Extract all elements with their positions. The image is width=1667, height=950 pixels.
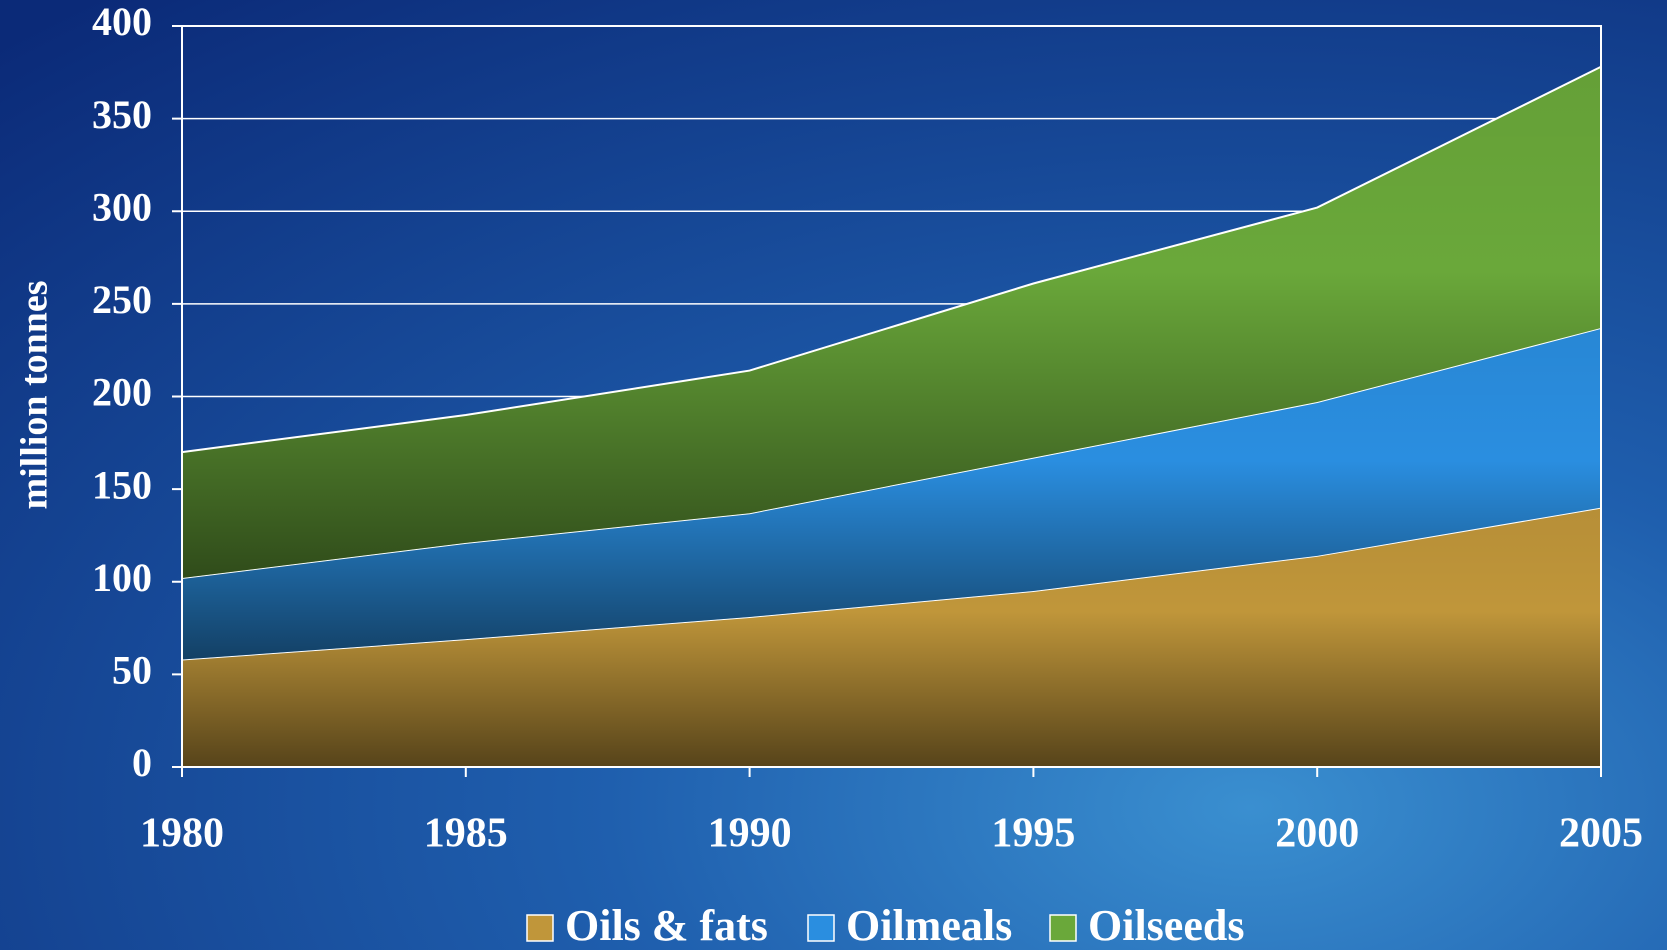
- y-tick-label: 100: [92, 555, 152, 600]
- y-tick-label: 350: [92, 92, 152, 137]
- x-tick-label: 1995: [991, 811, 1075, 857]
- legend-swatch: [526, 914, 554, 942]
- x-tick-label: 2000: [1275, 811, 1359, 857]
- y-axis-label: million tonnes: [14, 280, 56, 509]
- area-shade: [182, 66, 1601, 579]
- x-tick-label: 1980: [140, 811, 224, 857]
- legend-swatch: [807, 914, 835, 942]
- legend-label: Oilseeds: [1088, 901, 1244, 950]
- area-edge: [181, 65, 1602, 454]
- y-tick-label: 300: [92, 184, 152, 229]
- x-tick-label: 2005: [1559, 811, 1643, 857]
- y-tick-label: 400: [92, 0, 152, 44]
- legend-label: Oils & fats: [565, 901, 768, 950]
- legend-label: Oilmeals: [846, 901, 1012, 950]
- area-shade: [182, 507, 1601, 767]
- y-tick-label: 200: [92, 370, 152, 415]
- y-tick-label: 150: [92, 462, 152, 507]
- area-shade: [182, 327, 1601, 660]
- legend-swatch: [1049, 914, 1077, 942]
- x-tick-label: 1985: [424, 811, 508, 857]
- y-tick-label: 50: [112, 648, 152, 693]
- x-tick-label: 1990: [708, 811, 792, 857]
- y-tick-label: 0: [132, 740, 152, 785]
- y-tick-label: 250: [92, 277, 152, 322]
